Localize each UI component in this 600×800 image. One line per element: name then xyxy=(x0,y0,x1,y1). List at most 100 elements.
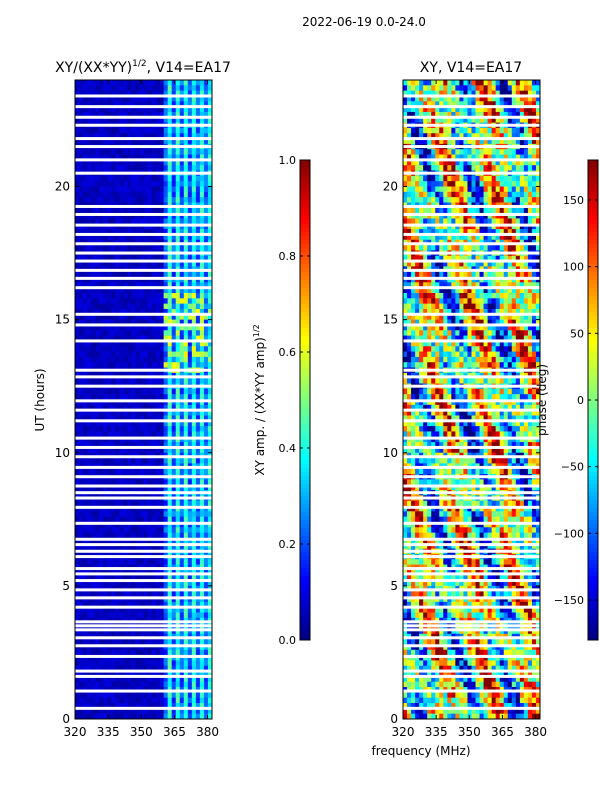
heatmap-cell xyxy=(87,245,92,251)
heatmap-cell xyxy=(75,660,80,667)
heatmap-cell xyxy=(407,101,412,108)
heatmap-cell xyxy=(427,191,432,198)
heatmap-cell xyxy=(123,101,128,108)
heatmap-cell xyxy=(151,229,157,236)
heatmap-cell xyxy=(147,521,153,528)
heatmap-cell xyxy=(79,165,84,172)
heatmap-cell xyxy=(115,426,120,433)
heatmap-cell xyxy=(79,426,84,433)
heatmap-cell xyxy=(111,537,116,544)
heatmap-cell xyxy=(187,101,193,108)
heatmap-cell xyxy=(103,660,108,667)
heatmap-cell xyxy=(151,90,157,97)
heatmap-cell xyxy=(111,85,116,92)
heatmap-cell xyxy=(151,181,157,188)
heatmap-cell xyxy=(163,287,169,294)
heatmap-cell xyxy=(507,191,513,198)
heatmap-cell xyxy=(115,703,120,709)
heatmap-cell xyxy=(119,527,124,534)
heatmap-cell xyxy=(123,90,128,97)
heatmap-cell xyxy=(127,575,133,582)
heatmap-cell xyxy=(83,319,88,326)
heatmap-cell xyxy=(151,639,157,646)
heatmap-cell xyxy=(127,649,133,656)
heatmap-cell xyxy=(143,154,149,161)
heatmap-cell xyxy=(199,138,205,145)
heatmap-cell xyxy=(123,117,128,124)
heatmap-cell xyxy=(111,655,116,662)
heatmap-cell xyxy=(131,314,137,321)
heatmap-cell xyxy=(139,649,145,656)
heatmap-cell xyxy=(467,175,473,182)
heatmap-cell xyxy=(135,410,141,417)
heatmap-cell xyxy=(479,159,485,166)
heatmap-cell xyxy=(527,127,533,134)
heatmap-cell xyxy=(131,399,137,406)
heatmap-cell xyxy=(191,378,197,385)
heatmap-cell xyxy=(95,537,100,544)
heatmap-cell xyxy=(135,234,141,241)
heatmap-cell xyxy=(207,287,212,294)
heatmap-cell xyxy=(155,255,161,262)
heatmap-cell xyxy=(131,388,137,395)
heatmap-cell xyxy=(175,649,181,656)
heatmap-cell xyxy=(95,282,100,289)
heatmap-cell xyxy=(431,191,436,198)
heatmap-cell xyxy=(483,181,489,188)
heatmap-cell xyxy=(79,692,84,699)
heatmap-cell xyxy=(187,713,193,719)
heatmap-cell xyxy=(151,271,157,278)
heatmap-cell xyxy=(203,165,209,172)
heatmap-cell xyxy=(207,575,212,582)
heatmap-cell xyxy=(175,692,181,699)
heatmap-cell xyxy=(415,101,420,108)
heatmap-cell xyxy=(163,80,169,86)
heatmap-cell xyxy=(475,191,481,198)
heatmap-cell xyxy=(135,90,141,97)
heatmap-cell xyxy=(143,197,149,204)
heatmap-cell xyxy=(99,95,104,102)
heatmap-cell xyxy=(175,399,181,406)
heatmap-cell xyxy=(203,399,209,406)
heatmap-cell xyxy=(111,708,116,715)
heatmap-cell xyxy=(143,346,149,353)
heatmap-cell xyxy=(155,681,161,688)
heatmap-cell xyxy=(143,324,149,331)
heatmap-cell xyxy=(99,649,104,656)
heatmap-cell xyxy=(111,308,116,315)
heatmap-cell xyxy=(195,308,201,315)
heatmap-cell xyxy=(187,95,193,102)
heatmap-cell xyxy=(175,580,181,587)
heatmap-cell xyxy=(187,213,193,220)
heatmap-cell xyxy=(99,378,104,385)
heatmap-cell xyxy=(195,655,201,662)
heatmap-cell xyxy=(435,149,440,156)
heatmap-cell xyxy=(111,388,116,395)
heatmap-cell xyxy=(107,681,112,688)
heatmap-cell xyxy=(195,612,201,619)
heatmap-cell xyxy=(471,181,477,188)
heatmap-cell xyxy=(167,660,173,667)
heatmap-cell xyxy=(423,85,428,92)
heatmap-cell xyxy=(115,324,120,331)
heatmap-cell xyxy=(159,410,165,417)
heatmap-cell xyxy=(191,681,197,688)
heatmap-cell xyxy=(167,351,173,358)
heatmap-cell xyxy=(519,95,525,102)
heatmap-cell xyxy=(107,655,112,662)
heatmap-cell xyxy=(159,671,165,677)
heatmap-cell xyxy=(487,127,493,134)
heatmap-cell xyxy=(147,90,153,97)
heatmap-cell xyxy=(95,80,100,86)
heatmap-cell xyxy=(151,293,157,299)
heatmap-cell xyxy=(187,442,193,449)
heatmap-cell xyxy=(191,660,197,667)
heatmap-cell xyxy=(127,559,133,566)
heatmap-cell xyxy=(115,676,120,683)
heatmap-cell xyxy=(159,420,165,427)
heatmap-cell xyxy=(195,506,201,512)
heatmap-cell xyxy=(83,85,88,92)
heatmap-cell xyxy=(479,101,485,108)
heatmap-cell xyxy=(167,442,173,449)
heatmap-cell xyxy=(535,181,540,188)
